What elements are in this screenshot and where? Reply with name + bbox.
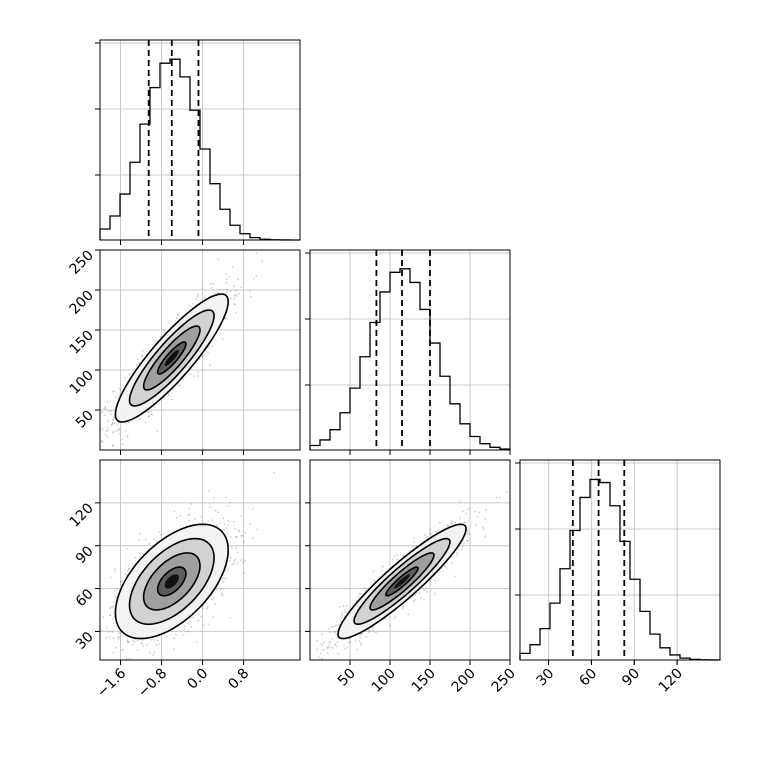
scatter-panel-0-1 [99, 249, 301, 451]
y-tick-label: 50 [73, 408, 97, 432]
y-tick-label: 90 [73, 543, 97, 567]
y-tick-label: 250 [67, 248, 97, 278]
x-tick-label: 250 [489, 666, 519, 696]
x-tick-label: 150 [409, 666, 439, 696]
panel-frame [99, 39, 301, 241]
contour-line-1 [142, 552, 201, 611]
x-tick-label: −1.6 [94, 665, 129, 700]
x-tick-label: 30 [533, 666, 557, 690]
y-tick-label: 200 [67, 288, 97, 318]
contour-line-2 [353, 537, 451, 625]
contour-line-1 [369, 552, 435, 611]
histogram-step [519, 478, 721, 661]
contour-line-2 [128, 309, 215, 407]
x-tick-label: 90 [619, 666, 643, 690]
histogram-step [309, 268, 511, 450]
x-tick-label: 200 [449, 666, 479, 696]
x-tick-label: 60 [576, 666, 600, 690]
y-tick-label: 100 [67, 368, 97, 398]
histogram-step [99, 58, 301, 241]
contour-line-0 [156, 341, 187, 375]
x-tick-label: 50 [335, 666, 359, 690]
y-tick-label: 150 [67, 328, 97, 358]
x-tick-label: −0.8 [135, 666, 170, 701]
y-tick-label: 30 [73, 629, 97, 653]
panel-frame [309, 459, 511, 661]
panel-frame [519, 459, 721, 661]
contour-line-0 [156, 566, 187, 597]
panel-frame [309, 249, 511, 451]
panel-frame [99, 459, 301, 661]
density-core [394, 574, 410, 589]
x-tick-label: 100 [369, 666, 399, 696]
scatter-panel-1-2 [309, 459, 511, 661]
x-tick-label: 0.8 [225, 666, 252, 693]
contour-line-1 [142, 325, 201, 391]
y-tick-label: 60 [73, 586, 97, 610]
x-tick-label: 0.0 [184, 666, 211, 693]
density-core [164, 350, 179, 366]
x-tick-label: 120 [656, 666, 686, 696]
panel-frame [99, 249, 301, 451]
histogram-panel-0 [95, 39, 301, 245]
y-tick-label: 120 [67, 500, 97, 530]
contour-line-2 [128, 537, 215, 626]
histogram-panel-2 [515, 459, 721, 665]
histogram-panel-1 [305, 249, 511, 455]
scatter-panel-0-2 [99, 459, 301, 661]
contour-line-0 [385, 566, 419, 597]
contour-line-3 [114, 293, 230, 423]
density-core [164, 574, 179, 589]
contour-line-3 [337, 523, 467, 640]
contour-line-3 [114, 523, 230, 640]
